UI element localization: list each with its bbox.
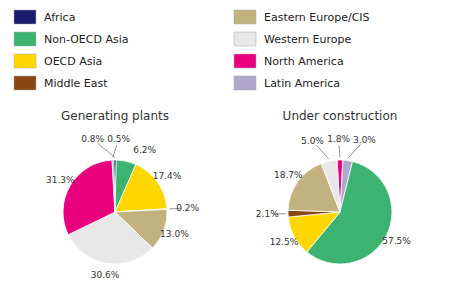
- legend-swatch: [234, 10, 256, 24]
- data-label: 0.5%: [107, 134, 130, 144]
- data-label: 13.0%: [160, 229, 189, 239]
- leader-line: [348, 144, 360, 158]
- pie-slice: [112, 160, 115, 212]
- data-label: 30.6%: [91, 270, 120, 280]
- data-labels: 1.8%3.0% 57.5% 12.5% 2.1% 18.7% 5.0%: [256, 134, 412, 246]
- chart-title: Generating plants: [61, 109, 169, 123]
- data-label: 18.7%: [274, 170, 303, 180]
- data-label: 12.5%: [270, 237, 299, 247]
- leader-line: [316, 145, 328, 158]
- pie-slice: [63, 160, 115, 235]
- data-label: 2.1%: [256, 209, 279, 219]
- legend-item: Western Europe: [234, 32, 352, 46]
- legend-label: OECD Asia: [44, 55, 102, 68]
- data-label: 17.4%: [153, 171, 182, 181]
- leader-line: [339, 145, 341, 157]
- legend-label: Western Europe: [264, 33, 352, 46]
- data-labels: 0.8% 6.2% 17.4% 0.2% 13.0% 30.6% 31.3% 0.5%: [46, 134, 200, 279]
- legend-swatch: [14, 32, 36, 46]
- leader-line: [113, 145, 117, 157]
- legend-item: Middle East: [14, 76, 108, 90]
- legend-item: Non-OECD Asia: [14, 32, 129, 46]
- data-label: 1.8%: [327, 134, 350, 144]
- legend-swatch: [234, 54, 256, 68]
- legend: Africa Non-OECD Asia OECD Asia Middle East E…: [14, 10, 370, 90]
- legend-item: Eastern Europe/CIS: [234, 10, 370, 24]
- pie-chart: Under construction 1.8%3.0% 57.5% 12.5% 2.1%…: [256, 109, 412, 264]
- legend-item: OECD Asia: [14, 54, 102, 68]
- chart-title: Under construction: [283, 109, 398, 123]
- chart-root: Africa Non-OECD Asia OECD Asia Middle East E…: [0, 0, 450, 300]
- pie-chart: Generating plants 0.8% 6.2% 17.4% 0.2% 13.0% 3…: [46, 109, 200, 280]
- legend-label: Non-OECD Asia: [44, 33, 129, 46]
- data-label: 3.0%: [353, 135, 376, 145]
- slices: [63, 160, 167, 264]
- data-label: 6.2%: [133, 145, 156, 155]
- legend-swatch: [234, 76, 256, 90]
- legend-label: Middle East: [44, 77, 108, 90]
- data-label: 0.8%: [81, 134, 104, 144]
- legend-item: North America: [234, 54, 344, 68]
- legend-swatch: [234, 32, 256, 46]
- legend-item: Latin America: [234, 76, 340, 90]
- legend-swatch: [14, 54, 36, 68]
- legend-swatch: [14, 10, 36, 24]
- legend-swatch: [14, 76, 36, 90]
- slices: [288, 160, 392, 264]
- data-label: 57.5%: [382, 236, 411, 246]
- legend-label: Africa: [44, 11, 75, 24]
- legend-item: Africa: [14, 10, 75, 24]
- data-label: 31.3%: [46, 175, 75, 185]
- legend-label: Eastern Europe/CIS: [264, 11, 370, 24]
- legend-label: North America: [264, 55, 344, 68]
- legend-label: Latin America: [264, 77, 340, 90]
- pie-slice: [321, 160, 340, 212]
- leader-line: [97, 143, 115, 157]
- data-label: 5.0%: [301, 136, 324, 146]
- data-label: 0.2%: [176, 203, 199, 213]
